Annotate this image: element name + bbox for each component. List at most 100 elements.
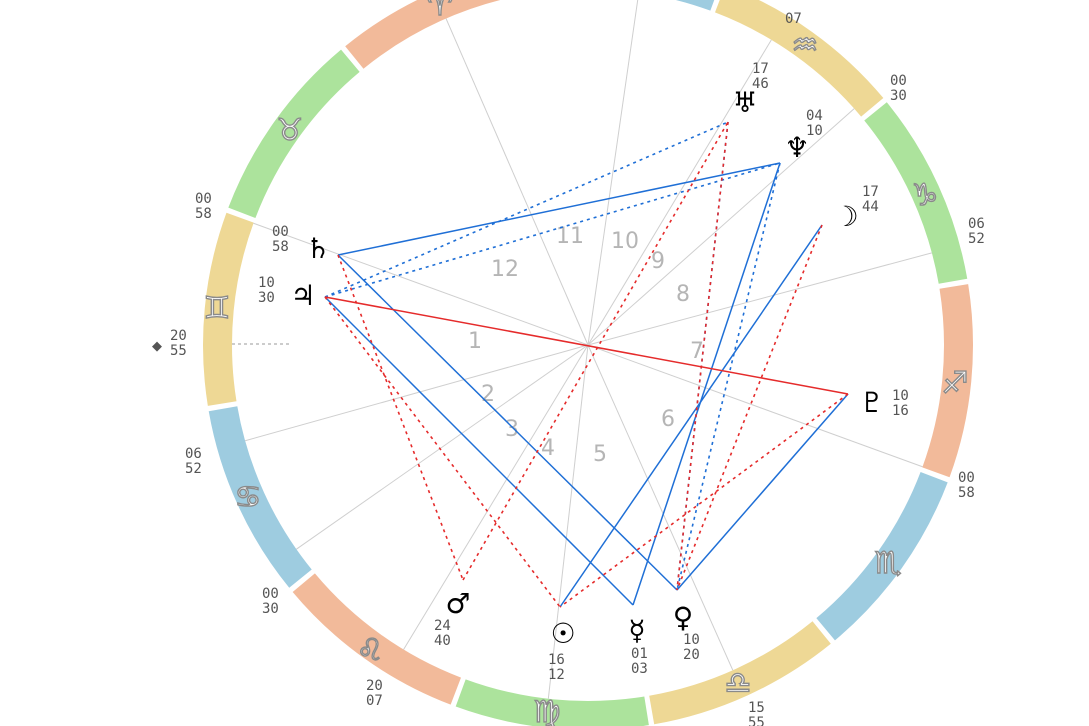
leo-sign-icon: ♌ bbox=[357, 633, 384, 668]
neptune-minute: 10 bbox=[806, 123, 823, 139]
zodiac-segment-virgo bbox=[455, 679, 649, 726]
venus-icon: ♀ bbox=[673, 601, 694, 634]
cusp-degree: 06 bbox=[968, 216, 985, 232]
taurus-sign-icon: ♉ bbox=[277, 113, 304, 148]
cusp-minute: 58 bbox=[958, 485, 975, 501]
zodiac-segment-leo bbox=[292, 573, 462, 705]
cusp-minute: 30 bbox=[262, 601, 279, 617]
capricorn-sign-icon: ♑ bbox=[912, 178, 939, 213]
sun-icon: ☉ bbox=[550, 617, 575, 650]
house-cusp-line bbox=[587, 344, 923, 468]
cusp-minute: 30 bbox=[890, 88, 907, 104]
aspect-line-jupiter-pluto bbox=[324, 296, 849, 395]
aspect-line-sun-moon bbox=[559, 224, 823, 608]
cusp-minute: 52 bbox=[185, 461, 202, 477]
zodiac-segment-libra bbox=[649, 621, 831, 725]
aquarius-sign-icon: ♒ bbox=[792, 28, 819, 63]
ascendant-marker: ◆ 20 55 bbox=[152, 328, 290, 359]
zodiac-segment-cancer bbox=[208, 406, 312, 588]
mercury-minute: 03 bbox=[631, 661, 648, 677]
pluto-minute: 16 bbox=[892, 403, 909, 419]
ascendant-diamond-icon: ◆ bbox=[152, 339, 162, 354]
cancer-sign-icon: ♋ bbox=[235, 480, 262, 515]
sign-glyphs: ♑♒♓♈♉♊♋♌♍♎♏♐ bbox=[203, 0, 969, 726]
virgo-sign-icon: ♍ bbox=[534, 695, 561, 726]
house-cusp-line bbox=[587, 344, 734, 671]
aspect-line-venus-pluto bbox=[676, 393, 849, 591]
cusp-degree: 06 bbox=[185, 446, 202, 462]
mars-degree: 24 bbox=[434, 618, 451, 634]
sun-minute: 12 bbox=[548, 667, 565, 683]
house-cusp-line bbox=[587, 0, 639, 346]
zodiac-segment-aries bbox=[345, 0, 501, 69]
house-cusp-line bbox=[403, 344, 589, 650]
sun-degree: 16 bbox=[548, 652, 565, 668]
zodiac-segment-sagittarius bbox=[922, 284, 973, 478]
saturn-degree: 00 bbox=[272, 224, 289, 240]
saturn-minute: 58 bbox=[272, 239, 289, 255]
house-number-9: 9 bbox=[651, 249, 665, 274]
mercury-icon: ☿ bbox=[628, 614, 645, 647]
pluto-icon: ♇ bbox=[859, 386, 884, 419]
neptune-degree: 04 bbox=[806, 108, 823, 124]
uranus-icon: ♅ bbox=[732, 86, 757, 119]
cusp-degree: 00 bbox=[262, 586, 279, 602]
house-cusp-line bbox=[296, 344, 589, 550]
zodiac-segment-gemini bbox=[202, 212, 254, 406]
aspect-line-moon-venus bbox=[676, 224, 823, 591]
house-number-3: 3 bbox=[505, 417, 519, 442]
house-number-5: 5 bbox=[593, 442, 607, 467]
cusp-degree: 00 bbox=[958, 470, 975, 486]
aspect-line-pluto-sun bbox=[559, 393, 849, 608]
uranus-minute: 46 bbox=[752, 76, 769, 92]
uranus-degree: 17 bbox=[752, 61, 769, 77]
aries-sign-icon: ♈ bbox=[427, 0, 454, 23]
cusp-degree: 00 bbox=[195, 191, 212, 207]
libra-sign-icon: ♎ bbox=[725, 666, 752, 701]
mars-icon: ♂ bbox=[445, 587, 470, 620]
venus-degree: 10 bbox=[683, 632, 700, 648]
house-number-8: 8 bbox=[676, 282, 690, 307]
moon-degree: 17 bbox=[862, 184, 879, 200]
cusp-minute: 55 bbox=[748, 715, 765, 726]
aspect-line-mercury-neptune bbox=[632, 162, 781, 606]
house-cusp-line bbox=[244, 344, 589, 442]
cusp-degree: 00 bbox=[890, 73, 907, 89]
cusp-minute: 58 bbox=[195, 206, 212, 222]
zodiac-segment-scorpio bbox=[816, 471, 948, 641]
mercury-degree: 01 bbox=[631, 646, 648, 662]
cusp-minute: 07 bbox=[366, 693, 383, 709]
zodiac-segment-taurus bbox=[228, 49, 360, 219]
aspect-line-saturn-neptune bbox=[337, 162, 781, 256]
gemini-sign-icon: ♊ bbox=[204, 291, 231, 326]
aspect-line-saturn-mars bbox=[337, 254, 464, 581]
house-cusp-line bbox=[547, 344, 589, 699]
scorpio-sign-icon: ♏ bbox=[875, 546, 902, 581]
cusp-minute: 07 bbox=[785, 11, 802, 27]
house-cusp-line bbox=[587, 39, 772, 346]
ascendant-minute: 55 bbox=[170, 343, 187, 359]
aspect-line-jupiter-neptune bbox=[324, 162, 781, 298]
house-number-6: 6 bbox=[661, 407, 675, 432]
aspect-line-jupiter-uranus bbox=[324, 121, 729, 298]
aspect-line-neptune-venus bbox=[676, 162, 781, 591]
zodiac-segment-aquarius bbox=[714, 0, 884, 117]
aspect-line-saturn-venus bbox=[337, 254, 678, 591]
house-number-4: 4 bbox=[541, 436, 555, 461]
ascendant-degree: 20 bbox=[170, 328, 187, 344]
moon-minute: 44 bbox=[862, 199, 879, 215]
pluto-degree: 10 bbox=[892, 388, 909, 404]
house-number-1: 1 bbox=[468, 329, 482, 354]
cusp-minute: 52 bbox=[968, 231, 985, 247]
aspect-line-uranus-venus bbox=[676, 121, 729, 591]
saturn-icon: ♄ bbox=[305, 232, 330, 265]
aspect-line-jupiter-sun bbox=[324, 296, 561, 608]
jupiter-degree: 10 bbox=[258, 275, 275, 291]
house-cusp-lines bbox=[244, 0, 932, 699]
jupiter-icon: ♃ bbox=[290, 279, 315, 312]
house-cusp-line bbox=[587, 252, 932, 346]
